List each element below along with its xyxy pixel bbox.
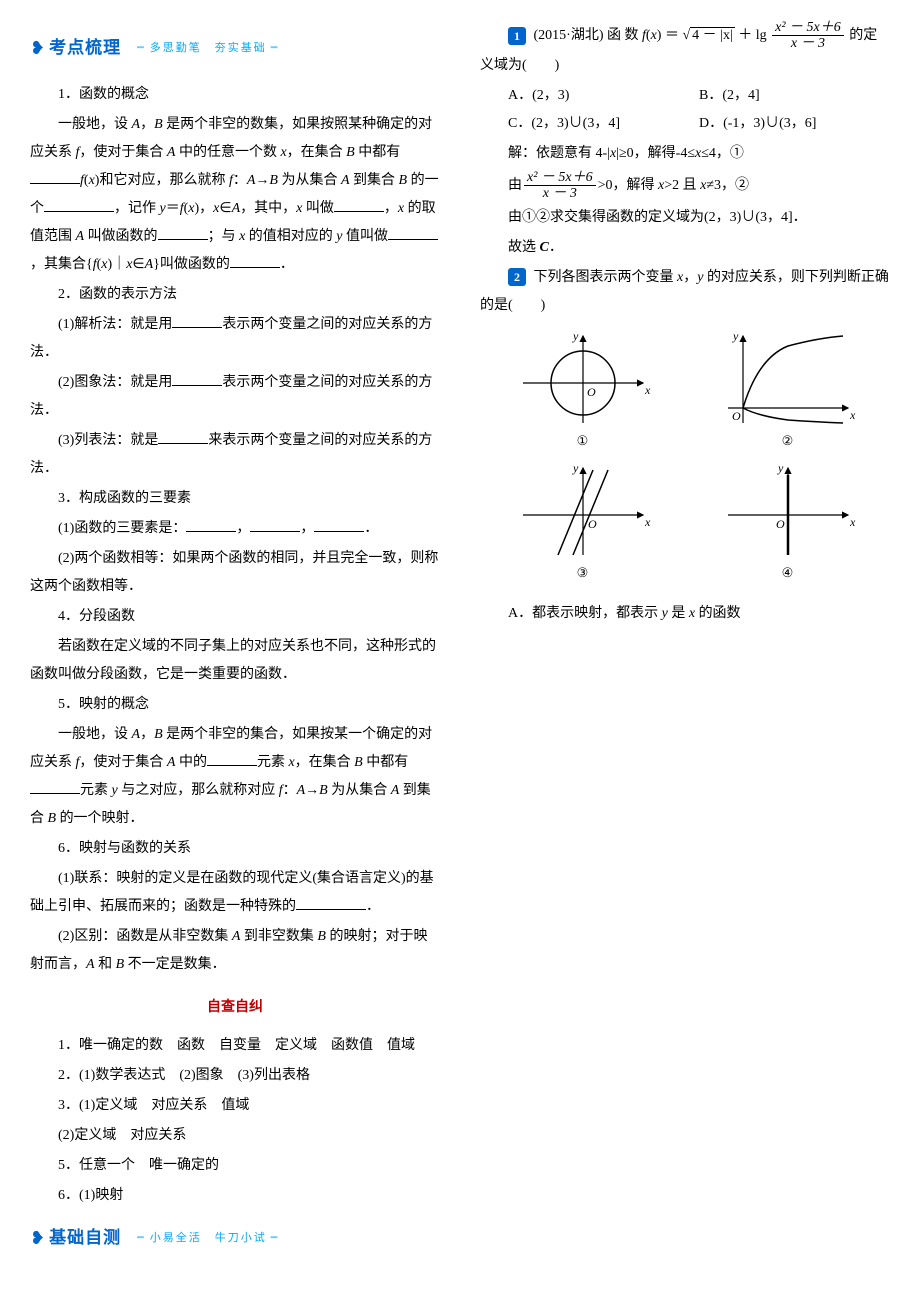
qnum-icon: 2 (508, 268, 526, 286)
para-2b: (2)图象法：就是用表示两个变量之间的对应关系的方法． (30, 369, 440, 425)
q1-sol-3: 由①②求交集得函数的定义域为(2，3)∪(3，4]． (480, 204, 890, 232)
zicha-title: 自查自纠 (30, 994, 440, 1022)
q1-sol-1: 解：依题意有 4-|x|≥0，解得-4≤x≤4，① (480, 140, 890, 168)
answer-3: 3．(1)定义域 对应关系 值域 (30, 1092, 440, 1120)
svg-text:y: y (777, 461, 784, 475)
para-4: 若函数在定义域的不同子集上的对应关系也不同，这种形式的函数叫做分段函数，它是一类… (30, 633, 440, 689)
q1-options: A．(2，3) B．(2，4] C．(2，3)∪(3，4] D．(-1，3)∪(… (480, 82, 890, 138)
heading-1: 1．函数的概念 (30, 81, 440, 109)
blank (158, 226, 208, 240)
para-1: 一般地，设 A，B 是两个非空的数集，如果按照某种确定的对应关系 f，使对于集合… (30, 111, 440, 279)
section-title: 基础自测 (49, 1221, 121, 1255)
svg-text:O: O (732, 409, 741, 423)
answer-2: 2．(1)数学表达式 (2)图象 (3)列出表格 (30, 1062, 440, 1090)
graph-3: x y O ③ (490, 460, 675, 586)
answer-block: 1．唯一确定的数 函数 自变量 定义域 函数值 值域 2．(1)数学表达式 (2… (30, 1032, 440, 1210)
heading-4: 4．分段函数 (30, 603, 440, 631)
blank (172, 314, 222, 328)
para-3a: (1)函数的三要素是：，，． (30, 515, 440, 543)
para-6a: (1)联系：映射的定义是在函数的现代定义(集合语言定义)的基础上引申、拓展而来的… (30, 865, 440, 921)
blank (388, 226, 438, 240)
answer-5: 5．任意一个 唯一确定的 (30, 1152, 440, 1180)
blank (334, 198, 384, 212)
svg-text:y: y (572, 329, 579, 343)
svg-text:O: O (776, 517, 785, 531)
leaf-icon: ❥ (30, 30, 45, 66)
graph-1: x y O ① (490, 328, 675, 454)
section-subtitle: 多思勤笔 夯实基础 (133, 37, 283, 59)
q2-option-a: A．都表示映射，都表示 y 是 x 的函数 (480, 600, 890, 628)
blank (158, 430, 208, 444)
svg-text:O: O (587, 385, 596, 399)
blank (230, 254, 280, 268)
svg-text:x: x (849, 515, 856, 529)
q1-sol-4: 故选 C． (480, 234, 890, 262)
heading-6: 6．映射与函数的关系 (30, 835, 440, 863)
option-c: C．(2，3)∪(3，4] (508, 110, 699, 138)
para-2c: (3)列表法：就是来表示两个变量之间的对应关系的方法． (30, 427, 440, 483)
blank (30, 780, 80, 794)
blank (44, 198, 114, 212)
blank (250, 518, 300, 532)
section-subtitle: 小易全活 牛刀小试 (133, 1227, 283, 1249)
answer-3b: (2)定义域 对应关系 (30, 1122, 440, 1150)
heading-5: 5．映射的概念 (30, 691, 440, 719)
option-d: D．(-1，3)∪(3，6] (699, 110, 890, 138)
leaf-icon: ❥ (30, 1220, 45, 1256)
question-2: 2 下列各图表示两个变量 x，y 的对应关系，则下列判断正确的是( ) (480, 264, 890, 320)
blank (186, 518, 236, 532)
question-1: 1 (2015·湖北) 函 数 f(x) ＝ √4 － |x| ＋ lg x² … (480, 20, 890, 80)
heading-2: 2．函数的表示方法 (30, 281, 440, 309)
option-b: B．(2，4] (699, 82, 890, 110)
svg-text:x: x (849, 408, 856, 422)
para-6b: (2)区别：函数是从非空数集 A 到非空数集 B 的映射；对于映射而言，A 和 … (30, 923, 440, 979)
section-title: 考点梳理 (49, 31, 121, 65)
svg-text:O: O (588, 517, 597, 531)
qnum-icon: 1 (508, 27, 526, 45)
svg-text:y: y (732, 329, 739, 343)
section-header-kaodian: ❥ 考点梳理 多思勤笔 夯实基础 (30, 30, 440, 66)
answer-6: 6．(1)映射 (30, 1182, 440, 1210)
option-a: A．(2，3) (508, 82, 699, 110)
blank (30, 170, 80, 184)
blank (207, 752, 257, 766)
q1-sol-2: 由x² － 5x＋6x － 3>0，解得 x>2 且 x≠3，② (480, 170, 890, 202)
answer-1: 1．唯一确定的数 函数 自变量 定义域 函数值 值域 (30, 1032, 440, 1060)
para-3b: (2)两个函数相等：如果两个函数的相同，并且完全一致，则称这两个函数相等． (30, 545, 440, 601)
para-5: 一般地，设 A，B 是两个非空的集合，如果按某一个确定的对应关系 f，使对于集合… (30, 721, 440, 833)
svg-text:y: y (572, 461, 579, 475)
graph-2: x y O ② (695, 328, 880, 454)
svg-text:x: x (644, 515, 651, 529)
svg-text:x: x (644, 383, 651, 397)
heading-3: 3．构成函数的三要素 (30, 485, 440, 513)
blank (172, 372, 222, 386)
blank (296, 896, 366, 910)
blank (314, 518, 364, 532)
q2-graphs: x y O ① x y O ② x (480, 328, 890, 592)
graph-4: x y O ④ (695, 460, 880, 586)
section-header-jichu: ❥ 基础自测 小易全活 牛刀小试 (30, 1220, 440, 1256)
para-2a: (1)解析法：就是用表示两个变量之间的对应关系的方法． (30, 311, 440, 367)
